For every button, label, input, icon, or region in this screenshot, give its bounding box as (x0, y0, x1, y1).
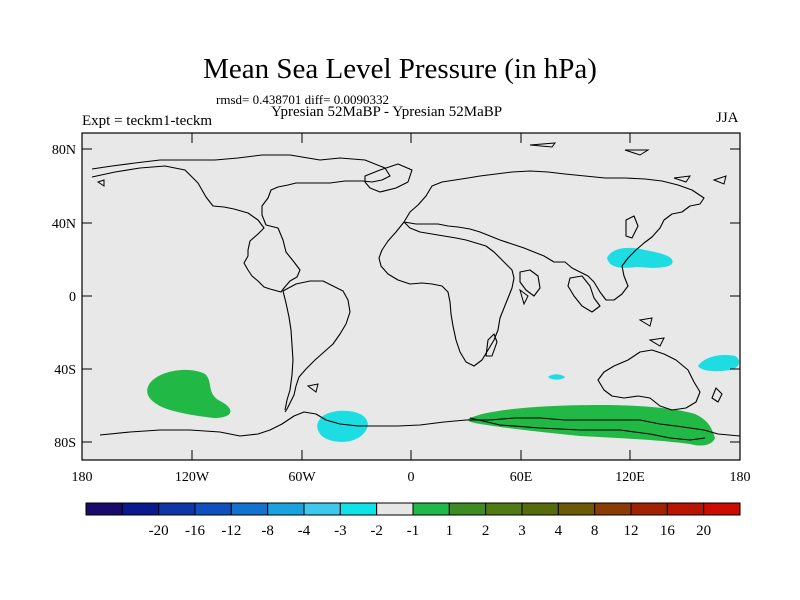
lon-label-60w: 60W (288, 470, 316, 485)
colorbar-swatch-14 (594, 502, 632, 516)
anomaly-patch-antarctic (468, 405, 715, 446)
coast-antarctica (99, 411, 741, 437)
colorbar-label-0: -20 (149, 523, 169, 539)
colorbar-label-14: 16 (660, 523, 676, 539)
positive-anomalies (147, 369, 715, 446)
island-8 (306, 383, 319, 393)
colorbar-label-5: -3 (334, 523, 347, 539)
colorbar-label-15: 20 (696, 523, 711, 539)
anomaly-patch-south-atlantic (317, 410, 368, 442)
lon-label-120e: 120E (615, 470, 645, 485)
colorbar-swatch-9 (412, 502, 450, 516)
island-6 (519, 288, 529, 306)
season-label: JJA (716, 110, 739, 126)
colorbar-label-13: 12 (624, 523, 639, 539)
coastlines (91, 154, 741, 441)
colorbar-label-9: 2 (482, 523, 490, 539)
lat-label-80n: 80N (52, 143, 76, 158)
colorbar-swatch-16 (666, 502, 705, 516)
island-2 (624, 149, 650, 156)
colorbar-swatch-0 (85, 502, 123, 516)
rmsd-diff-stats: rmsd= 0.438701 diff= 0.0090332 (216, 92, 389, 107)
island-5 (96, 179, 105, 187)
island-4 (712, 175, 727, 185)
colorbar-swatch-2 (158, 502, 196, 516)
coast-greenland (364, 163, 413, 193)
coast-south-america-west (282, 290, 294, 411)
island-7 (638, 317, 653, 327)
colorbar-swatch-3 (194, 502, 232, 516)
coast-japan (625, 215, 639, 239)
negative-anomalies (317, 247, 740, 442)
colorbar-swatch-8 (376, 502, 414, 516)
coast-africa (378, 221, 515, 367)
lon-axis: 180 120W 60W 0 60E 120E 180 (72, 133, 751, 485)
colorbar-swatch-13 (557, 502, 596, 516)
colorbar-label-8: 1 (446, 523, 454, 539)
colorbar-label-10: 3 (518, 523, 526, 539)
colorbar-label-2: -12 (221, 523, 241, 539)
colorbar-label-1: -16 (185, 523, 205, 539)
coast-eurasia (403, 170, 705, 301)
colorbar-swatch-15 (630, 502, 668, 516)
lon-label-180w: 180 (72, 470, 93, 485)
colorbar-swatch-4 (230, 502, 269, 516)
lon-label-120w: 120W (175, 470, 210, 485)
coast-south-america (282, 280, 351, 413)
colorbar-labels: -20 -16 -12 -8 -4 -3 -2 -1 1 2 3 4 8 12 16 20 (149, 523, 712, 539)
colorbar-swatch-10 (448, 502, 487, 516)
colorbar-label-11: 4 (555, 523, 563, 539)
coast-southeast-asia (567, 275, 601, 313)
anomaly-patch-south-indian (548, 374, 565, 380)
anomaly-patch-nw-pacific (607, 247, 673, 268)
lat-label-40n: 40N (52, 217, 76, 232)
lon-label-0: 0 (408, 470, 415, 485)
island-9 (648, 337, 665, 347)
colorbar-label-3: -8 (261, 523, 274, 539)
colorbar-label-12: 8 (591, 523, 599, 539)
colorbar-label-6: -2 (370, 523, 383, 539)
anomaly-patch-sw-pacific (698, 355, 740, 372)
island-1 (529, 142, 557, 148)
lat-label-0: 0 (69, 290, 76, 305)
islands (96, 142, 727, 393)
coast-new-zealand (711, 387, 723, 403)
colorbar-swatch-17 (703, 502, 741, 516)
colorbar-swatch-1 (121, 502, 160, 516)
lat-label-40s: 40S (54, 363, 76, 378)
colorbar-swatch-6 (303, 502, 341, 516)
coast-madagascar (485, 333, 498, 357)
experiment-subtitle: Ypresian 52MaBP - Ypresian 52MaBP (271, 104, 503, 120)
experiment-label: Expt = teckm1-teckm (82, 113, 213, 129)
coast-india (519, 269, 541, 297)
colorbar-label-4: -4 (298, 523, 311, 539)
lon-label-60e: 60E (510, 470, 533, 485)
colorbar-label-7: -1 (407, 523, 420, 539)
lat-axis: 80N 40N 0 40S 80S (52, 143, 740, 451)
coast-antarctica-interior (469, 417, 706, 441)
colorbar-swatch-5 (267, 502, 305, 516)
colorbar-swatch-11 (485, 502, 523, 516)
island-3 (673, 175, 692, 183)
colorbar-swatch-12 (521, 502, 559, 516)
colorbar (85, 502, 741, 516)
anomaly-patch-south-pacific (147, 369, 231, 418)
lat-label-80s: 80S (54, 436, 76, 451)
lon-label-180e: 180 (730, 470, 751, 485)
plot-title: Mean Sea Level Pressure (in hPa) (203, 53, 597, 85)
coast-north-america (91, 154, 391, 293)
colorbar-swatch-7 (339, 502, 378, 516)
coast-australia (597, 349, 701, 411)
